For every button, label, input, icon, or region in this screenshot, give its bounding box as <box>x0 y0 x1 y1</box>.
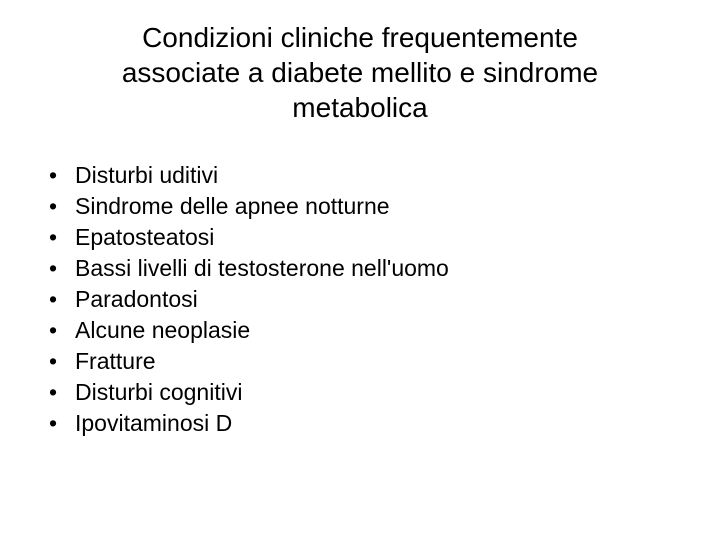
bullet-icon: • <box>45 160 75 191</box>
bullet-icon: • <box>45 346 75 377</box>
bullet-icon: • <box>45 191 75 222</box>
bullet-icon: • <box>45 377 75 408</box>
list-item: • Paradontosi <box>45 284 690 315</box>
list-item-text: Epatosteatosi <box>75 222 690 253</box>
bullet-icon: • <box>45 253 75 284</box>
list-item: • Epatosteatosi <box>45 222 690 253</box>
list-item: • Sindrome delle apnee notturne <box>45 191 690 222</box>
list-item: • Ipovitaminosi D <box>45 408 690 439</box>
list-item: • Disturbi cognitivi <box>45 377 690 408</box>
list-item-text: Alcune neoplasie <box>75 315 690 346</box>
slide-container: Condizioni cliniche frequentemente assoc… <box>0 0 720 540</box>
bullet-icon: • <box>45 408 75 439</box>
list-item-text: Sindrome delle apnee notturne <box>75 191 690 222</box>
list-item-text: Ipovitaminosi D <box>75 408 690 439</box>
bullet-icon: • <box>45 315 75 346</box>
list-item-text: Disturbi uditivi <box>75 160 690 191</box>
bullet-icon: • <box>45 222 75 253</box>
list-item: • Fratture <box>45 346 690 377</box>
bullet-list: • Disturbi uditivi • Sindrome delle apne… <box>30 160 690 439</box>
list-item: • Alcune neoplasie <box>45 315 690 346</box>
list-item: • Disturbi uditivi <box>45 160 690 191</box>
list-item-text: Bassi livelli di testosterone nell'uomo <box>75 253 690 284</box>
list-item: • Bassi livelli di testosterone nell'uom… <box>45 253 690 284</box>
list-item-text: Disturbi cognitivi <box>75 377 690 408</box>
list-item-text: Paradontosi <box>75 284 690 315</box>
bullet-icon: • <box>45 284 75 315</box>
list-item-text: Fratture <box>75 346 690 377</box>
slide-title: Condizioni cliniche frequentemente assoc… <box>30 20 690 125</box>
